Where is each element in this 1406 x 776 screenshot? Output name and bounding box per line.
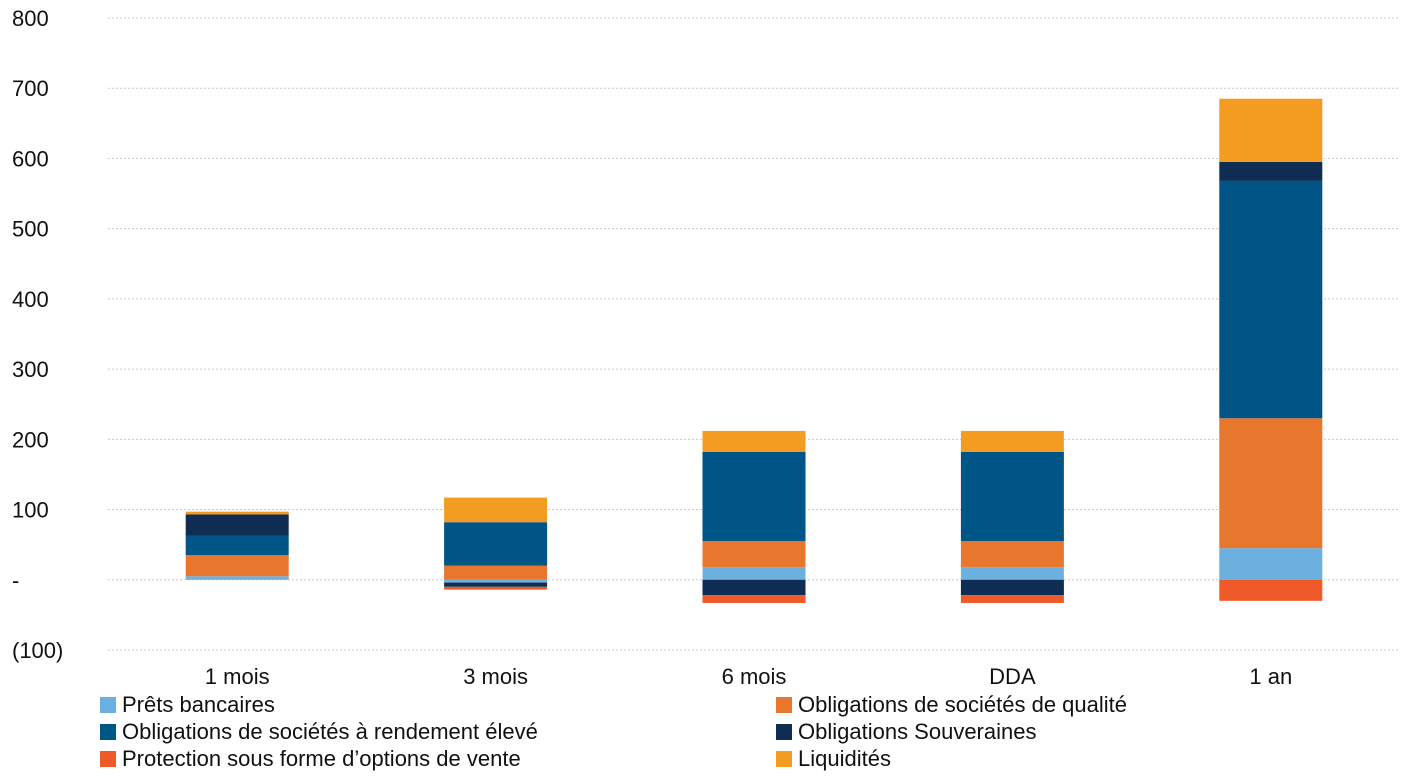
bar-segment xyxy=(702,595,806,603)
legend-item: Prêts bancaires xyxy=(100,692,776,718)
bar-segment xyxy=(1219,161,1323,181)
bar-segment xyxy=(444,522,548,566)
legend-label: Obligations Souveraines xyxy=(798,719,1037,744)
y-tick-label: - xyxy=(12,568,19,593)
y-tick-label: 800 xyxy=(12,6,49,31)
bar-segment xyxy=(444,565,548,580)
legend-swatch xyxy=(776,697,792,713)
y-tick-label: 300 xyxy=(12,357,49,382)
y-tick-label: 100 xyxy=(12,498,49,523)
y-tick-label: 400 xyxy=(12,287,49,312)
legend-swatch xyxy=(776,751,792,767)
bar-segment xyxy=(1219,548,1323,580)
legend-label: Obligations de sociétés de qualité xyxy=(798,692,1127,717)
bar-segment xyxy=(444,582,548,587)
bar-segment xyxy=(444,586,548,590)
legend-swatch xyxy=(776,724,792,740)
legend-item: Obligations Souveraines xyxy=(776,719,1376,745)
x-tick-label: DDA xyxy=(989,664,1036,689)
bar-segment xyxy=(960,567,1064,580)
bar-segment xyxy=(444,579,548,583)
x-tick-label: 1 mois xyxy=(205,664,270,689)
legend-label: Liquidités xyxy=(798,746,891,771)
bar-segment xyxy=(702,541,806,568)
bar-segment xyxy=(1219,579,1323,601)
legend-swatch xyxy=(100,724,116,740)
y-tick-label: 700 xyxy=(12,76,49,101)
y-tick-label: 200 xyxy=(12,427,49,452)
bar-segment xyxy=(1219,180,1323,419)
bars xyxy=(185,98,1323,603)
y-tick-label: 500 xyxy=(12,217,49,242)
bar-segment xyxy=(960,579,1064,596)
x-tick-label: 3 mois xyxy=(463,664,528,689)
bar-segment xyxy=(1219,98,1323,162)
legend-label: Obligations de sociétés à rendement élev… xyxy=(122,719,538,744)
y-axis-ticks: 800 700 600 500 400 300 200 100 - (100) xyxy=(12,6,63,663)
legend-item: Obligations de sociétés à rendement élev… xyxy=(100,719,776,745)
bar-segment xyxy=(960,451,1064,542)
bar-segment xyxy=(702,579,806,596)
x-tick-label: 6 mois xyxy=(722,664,787,689)
bar-segment xyxy=(185,511,289,515)
bar-segment xyxy=(185,514,289,536)
bar-segment xyxy=(185,555,289,577)
bar-segment xyxy=(960,541,1064,568)
legend-label: Prêts bancaires xyxy=(122,692,275,717)
legend-item: Liquidités xyxy=(776,746,1376,772)
bar-segment xyxy=(702,430,806,452)
bar-segment xyxy=(1219,418,1323,549)
bar-segment xyxy=(185,576,289,580)
x-axis-ticks: 1 mois 3 mois 6 mois DDA 1 an xyxy=(205,664,1292,689)
bar-segment xyxy=(960,430,1064,452)
legend-item: Obligations de sociétés de qualité xyxy=(776,692,1376,718)
legend: Prêts bancaires Obligations de sociétés d… xyxy=(100,692,1390,772)
bar-segment xyxy=(702,451,806,542)
legend-swatch xyxy=(100,697,116,713)
bar-segment xyxy=(444,497,548,523)
stacked-bar-chart: 800 700 600 500 400 300 200 100 - (100) 1 mois 3 m… xyxy=(12,6,1400,689)
legend-label: Protection sous forme d’options de vente xyxy=(122,746,521,771)
x-tick-label: 1 an xyxy=(1249,664,1292,689)
bar-segment xyxy=(185,535,289,556)
bar-segment xyxy=(960,595,1064,603)
y-tick-label: 600 xyxy=(12,146,49,171)
bar-segment xyxy=(702,567,806,580)
legend-swatch xyxy=(100,751,116,767)
y-tick-label: (100) xyxy=(12,638,63,663)
legend-item: Protection sous forme d’options de vente xyxy=(100,746,776,772)
